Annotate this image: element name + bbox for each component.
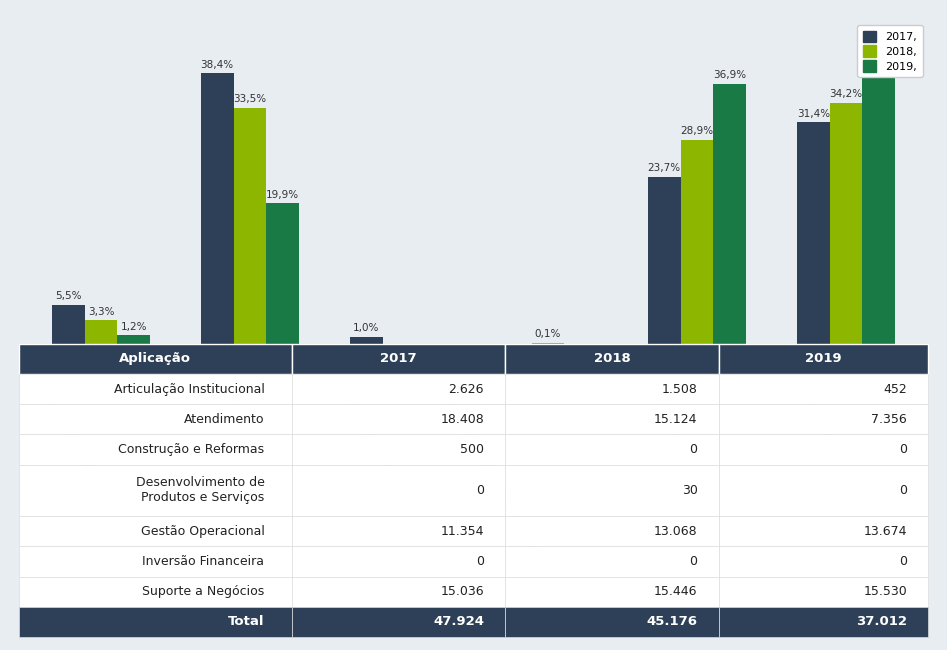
Text: 5,5%: 5,5% xyxy=(55,291,81,302)
Bar xyxy=(648,177,681,344)
Text: 38,4%: 38,4% xyxy=(201,60,234,70)
Text: 33,5%: 33,5% xyxy=(233,94,266,104)
Text: 1,0%: 1,0% xyxy=(353,323,380,333)
Text: 34,2%: 34,2% xyxy=(830,89,863,99)
Text: 28,9%: 28,9% xyxy=(681,127,714,136)
Text: 31,4%: 31,4% xyxy=(796,109,830,119)
Bar xyxy=(266,203,299,344)
Bar xyxy=(863,47,895,344)
Bar xyxy=(349,337,383,344)
Text: 36,9%: 36,9% xyxy=(713,70,746,80)
Bar xyxy=(52,305,84,344)
Bar xyxy=(681,140,713,344)
Text: 23,7%: 23,7% xyxy=(648,163,681,173)
Text: 1,2%: 1,2% xyxy=(120,322,147,332)
Bar xyxy=(84,320,117,344)
Bar xyxy=(531,343,564,344)
Bar xyxy=(797,122,830,344)
Bar xyxy=(234,108,266,344)
Text: 19,9%: 19,9% xyxy=(266,190,299,200)
Text: 3,3%: 3,3% xyxy=(88,307,115,317)
Text: 0,1%: 0,1% xyxy=(535,330,562,339)
Legend: 2017,, 2018,, 2019,: 2017,, 2018,, 2019, xyxy=(857,25,922,77)
Text: 42,0%: 42,0% xyxy=(863,34,895,44)
Bar xyxy=(201,73,234,344)
Bar xyxy=(830,103,863,344)
Bar xyxy=(713,84,746,344)
Bar xyxy=(117,335,150,344)
